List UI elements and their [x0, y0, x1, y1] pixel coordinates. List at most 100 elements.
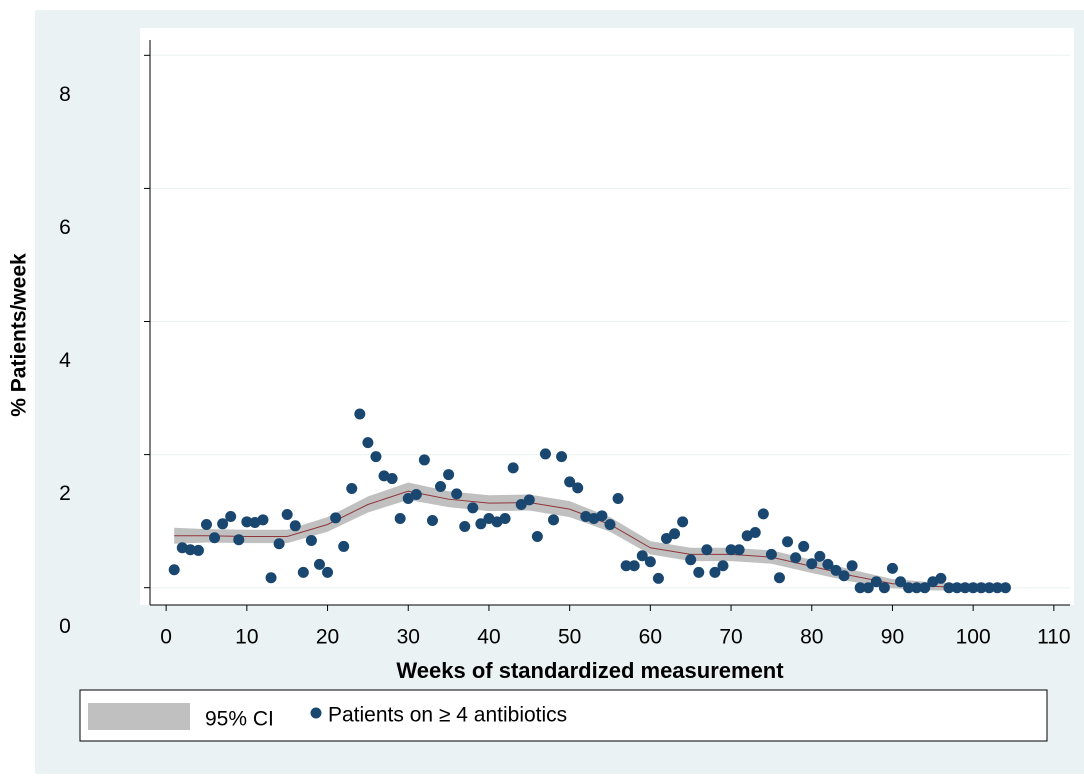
x-tick-label: 110 — [1037, 626, 1070, 649]
y-tick-label: 2 — [59, 482, 71, 505]
data-point — [435, 481, 447, 493]
data-point — [999, 582, 1011, 594]
data-point — [289, 520, 301, 532]
data-point — [685, 554, 697, 566]
data-point — [596, 510, 608, 522]
data-point — [773, 572, 785, 584]
data-point — [499, 512, 511, 524]
y-axis-title: % Patients/week — [8, 253, 31, 417]
data-point — [830, 564, 842, 576]
data-point — [209, 532, 221, 544]
x-tick-label: 90 — [881, 626, 904, 649]
data-point — [338, 540, 350, 552]
data-point — [636, 550, 648, 562]
legend — [79, 689, 1048, 742]
data-point — [733, 544, 745, 556]
x-tick-label: 40 — [477, 626, 500, 649]
data-point — [628, 560, 640, 572]
data-point — [660, 532, 672, 544]
data-point — [975, 582, 987, 594]
y-tick-label: 6 — [59, 216, 71, 239]
x-axis-title: Weeks of standardized measurement — [396, 658, 784, 683]
data-point — [281, 508, 293, 520]
data-point — [943, 582, 955, 594]
data-point — [394, 512, 406, 524]
y-tick-label: 4 — [59, 349, 71, 372]
data-point — [709, 566, 721, 578]
x-tick-label: 50 — [558, 626, 581, 649]
legend-label: Patients on ≥ 4 antibiotics — [328, 704, 567, 727]
legend-marker — [310, 707, 322, 719]
data-point — [838, 570, 850, 582]
data-point — [531, 530, 543, 542]
x-tick-label: 80 — [800, 626, 823, 649]
data-point — [669, 528, 681, 540]
data-point — [265, 572, 277, 584]
data-point — [967, 582, 979, 594]
data-point — [895, 576, 907, 588]
data-point — [515, 499, 527, 511]
y-tick-label: 8 — [59, 83, 71, 106]
data-point — [354, 408, 366, 420]
data-point — [386, 473, 398, 485]
data-point — [467, 502, 479, 514]
legend-swatch — [88, 703, 190, 730]
data-point — [556, 451, 568, 463]
data-point — [854, 582, 866, 594]
data-point — [192, 544, 204, 556]
data-point — [257, 514, 269, 526]
plot-area — [140, 28, 1074, 605]
data-point — [991, 582, 1003, 594]
data-point — [983, 582, 995, 594]
data-point — [903, 582, 915, 594]
data-point — [782, 536, 794, 548]
data-point — [564, 476, 576, 488]
data-point — [749, 526, 761, 538]
ci-band — [174, 482, 1006, 592]
x-tick-label: 30 — [397, 626, 420, 649]
data-point — [919, 582, 931, 594]
data-point — [725, 544, 737, 556]
data-point — [362, 437, 374, 449]
data-point — [870, 576, 882, 588]
data-point — [951, 582, 963, 594]
data-point — [241, 516, 253, 528]
data-point — [233, 534, 245, 546]
data-point — [822, 558, 834, 570]
data-point — [790, 552, 802, 564]
data-point — [572, 482, 584, 494]
data-point — [644, 556, 656, 568]
data-point — [701, 544, 713, 556]
data-point — [322, 566, 334, 578]
data-point — [604, 518, 616, 530]
x-tick-label: 10 — [235, 626, 258, 649]
data-point — [426, 514, 438, 526]
data-point — [652, 572, 664, 584]
data-point — [806, 558, 818, 570]
legend-label: 95% CI — [205, 708, 274, 731]
data-point — [862, 582, 874, 594]
data-point — [459, 520, 471, 532]
data-point — [305, 534, 317, 546]
data-point — [959, 582, 971, 594]
data-point — [798, 540, 810, 552]
data-point — [757, 508, 769, 520]
data-point — [612, 493, 624, 505]
data-point — [451, 488, 463, 500]
data-point — [443, 469, 455, 481]
data-point — [346, 483, 358, 495]
data-point — [370, 451, 382, 463]
data-point — [911, 582, 923, 594]
data-point — [846, 560, 858, 572]
x-tick-label: 60 — [639, 626, 662, 649]
data-point — [765, 548, 777, 560]
data-point — [168, 564, 180, 576]
data-point — [620, 560, 632, 572]
data-point — [523, 494, 535, 506]
data-point — [410, 489, 422, 501]
data-point — [313, 558, 325, 570]
data-point — [814, 550, 826, 562]
data-point — [717, 560, 729, 572]
